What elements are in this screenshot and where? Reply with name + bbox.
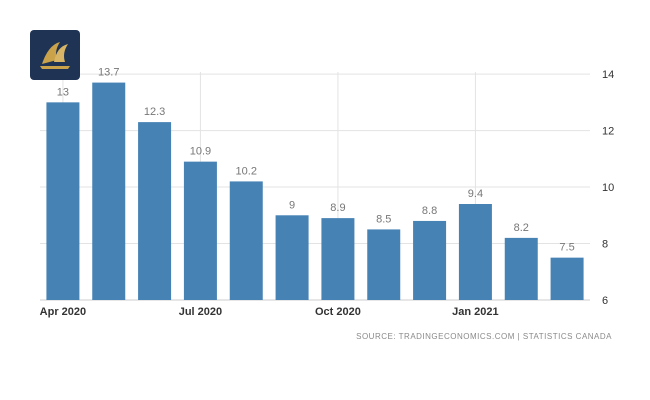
bar	[46, 102, 80, 301]
bar	[229, 181, 263, 300]
bar	[367, 229, 401, 300]
y-tick-label: 12	[602, 126, 614, 138]
bar-value-label: 8.5	[376, 213, 391, 225]
source-attribution: SOURCE: TRADINGECONOMICS.COM | STATISTIC…	[356, 332, 612, 341]
gold-bird-logo-icon	[40, 42, 70, 69]
bar-value-label: 10.2	[236, 165, 257, 177]
y-tick-label: 8	[602, 239, 608, 251]
bar-value-label: 12.3	[144, 106, 165, 118]
bars	[46, 82, 584, 301]
brand-logo	[30, 30, 80, 80]
bar	[92, 82, 126, 301]
y-axis-ticks: 6 8 10 12 14	[602, 69, 614, 307]
bar-value-label: 9.4	[468, 188, 483, 200]
bar-value-label: 8.2	[514, 222, 529, 234]
bar	[458, 204, 492, 300]
bar-value-label: 10.9	[190, 146, 211, 158]
bar	[504, 237, 538, 300]
bar-value-label: 13.7	[98, 67, 119, 79]
bar-value-label: 7.5	[559, 242, 574, 254]
bar-value-label: 13	[57, 86, 69, 98]
value-labels: 13 13.7 12.3 10.9 10.2 9 8.9 8.5 8.8 9.4 8.2 7.5	[57, 67, 575, 254]
x-axis-ticks: Apr 2020 Jul 2020 Oct 2020 Jan 2021	[40, 306, 499, 318]
bar	[321, 218, 355, 300]
x-tick-label: Apr 2020	[40, 306, 86, 318]
bar	[183, 161, 217, 300]
bar-value-label: 8.9	[330, 202, 345, 214]
bar	[138, 122, 172, 300]
bar-value-label: 8.8	[422, 205, 437, 217]
x-tick-label: Jul 2020	[179, 306, 222, 318]
x-tick-label: Jan 2021	[452, 306, 498, 318]
y-tick-label: 6	[602, 295, 608, 307]
bar	[413, 220, 447, 300]
y-tick-label: 10	[602, 182, 614, 194]
x-tick-label: Oct 2020	[315, 306, 361, 318]
bar-value-label: 9	[289, 199, 295, 211]
bar	[550, 257, 584, 300]
y-tick-label: 14	[602, 69, 614, 81]
bar	[275, 215, 309, 300]
